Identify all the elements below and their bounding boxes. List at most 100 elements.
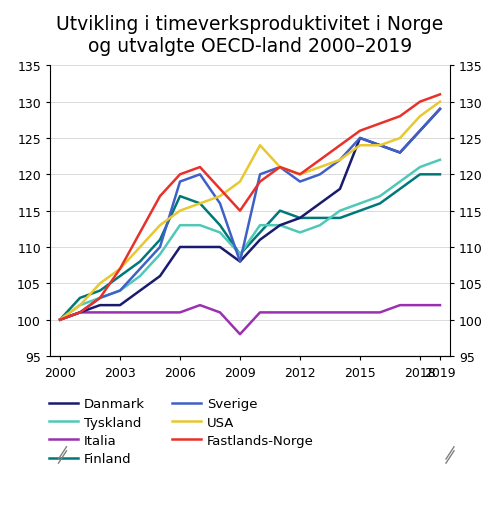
- Italia: [337, 309, 343, 316]
- Finland: [157, 237, 163, 243]
- Danmark: [177, 244, 183, 250]
- USA: [117, 266, 123, 272]
- USA: [317, 165, 323, 171]
- Fastlands-Norge: [157, 194, 163, 200]
- Italia: [57, 317, 63, 323]
- Finland: [357, 208, 363, 214]
- Finland: [257, 230, 263, 236]
- Danmark: [137, 288, 143, 294]
- Finland: [317, 215, 323, 221]
- Italia: [157, 309, 163, 316]
- USA: [77, 302, 83, 308]
- Italia: [197, 302, 203, 308]
- Tyskland: [97, 295, 103, 301]
- USA: [397, 136, 403, 142]
- Tyskland: [357, 201, 363, 207]
- Line: Sverige: Sverige: [60, 110, 440, 320]
- Sverige: [177, 179, 183, 185]
- Line: Fastlands-Norge: Fastlands-Norge: [60, 95, 440, 320]
- Fastlands-Norge: [177, 172, 183, 178]
- Danmark: [77, 309, 83, 316]
- Sverige: [197, 172, 203, 178]
- Fastlands-Norge: [257, 179, 263, 185]
- Line: Finland: Finland: [60, 175, 440, 320]
- USA: [357, 143, 363, 149]
- Italia: [277, 309, 283, 316]
- Fastlands-Norge: [57, 317, 63, 323]
- Fastlands-Norge: [77, 309, 83, 316]
- Finland: [137, 259, 143, 265]
- Line: Tyskland: Tyskland: [60, 160, 440, 320]
- Finland: [117, 273, 123, 279]
- Danmark: [277, 223, 283, 229]
- Danmark: [397, 150, 403, 156]
- Finland: [417, 172, 423, 178]
- Finland: [337, 215, 343, 221]
- Fastlands-Norge: [417, 99, 423, 105]
- Fastlands-Norge: [97, 295, 103, 301]
- Tyskland: [437, 157, 443, 163]
- Line: USA: USA: [60, 102, 440, 320]
- Fastlands-Norge: [117, 266, 123, 272]
- Danmark: [357, 136, 363, 142]
- Finland: [377, 201, 383, 207]
- USA: [277, 165, 283, 171]
- Tyskland: [177, 223, 183, 229]
- Danmark: [297, 215, 303, 221]
- Danmark: [437, 107, 443, 113]
- Tyskland: [377, 194, 383, 200]
- USA: [57, 317, 63, 323]
- Tyskland: [57, 317, 63, 323]
- USA: [97, 281, 103, 287]
- Finland: [177, 194, 183, 200]
- USA: [237, 179, 243, 185]
- Italia: [217, 309, 223, 316]
- USA: [157, 223, 163, 229]
- Sverige: [317, 172, 323, 178]
- Italia: [357, 309, 363, 316]
- Legend: Danmark, Tyskland, Italia, Finland, Sverige, USA, Fastlands-Norge: Danmark, Tyskland, Italia, Finland, Sver…: [48, 398, 314, 465]
- Danmark: [257, 237, 263, 243]
- Sverige: [137, 266, 143, 272]
- Tyskland: [197, 223, 203, 229]
- Fastlands-Norge: [217, 186, 223, 192]
- Tyskland: [137, 273, 143, 279]
- Finland: [437, 172, 443, 178]
- Italia: [177, 309, 183, 316]
- Danmark: [377, 143, 383, 149]
- Danmark: [237, 259, 243, 265]
- Tyskland: [117, 288, 123, 294]
- Fastlands-Norge: [237, 208, 243, 214]
- Tyskland: [217, 230, 223, 236]
- Finland: [277, 208, 283, 214]
- Danmark: [417, 128, 423, 134]
- Sverige: [277, 165, 283, 171]
- Sverige: [357, 136, 363, 142]
- Sverige: [377, 143, 383, 149]
- Line: Danmark: Danmark: [60, 110, 440, 320]
- Finland: [237, 252, 243, 258]
- Tyskland: [157, 252, 163, 258]
- Line: Italia: Italia: [60, 305, 440, 334]
- Italia: [257, 309, 263, 316]
- Finland: [57, 317, 63, 323]
- Italia: [297, 309, 303, 316]
- Italia: [237, 331, 243, 337]
- Italia: [417, 302, 423, 308]
- Finland: [297, 215, 303, 221]
- Tyskland: [257, 223, 263, 229]
- Italia: [437, 302, 443, 308]
- Fastlands-Norge: [437, 92, 443, 98]
- Fastlands-Norge: [137, 230, 143, 236]
- Sverige: [237, 259, 243, 265]
- Danmark: [317, 201, 323, 207]
- Fastlands-Norge: [377, 121, 383, 127]
- USA: [337, 157, 343, 163]
- Italia: [77, 309, 83, 316]
- USA: [197, 201, 203, 207]
- Finland: [217, 223, 223, 229]
- Sverige: [117, 288, 123, 294]
- Fastlands-Norge: [317, 157, 323, 163]
- Sverige: [397, 150, 403, 156]
- USA: [417, 114, 423, 120]
